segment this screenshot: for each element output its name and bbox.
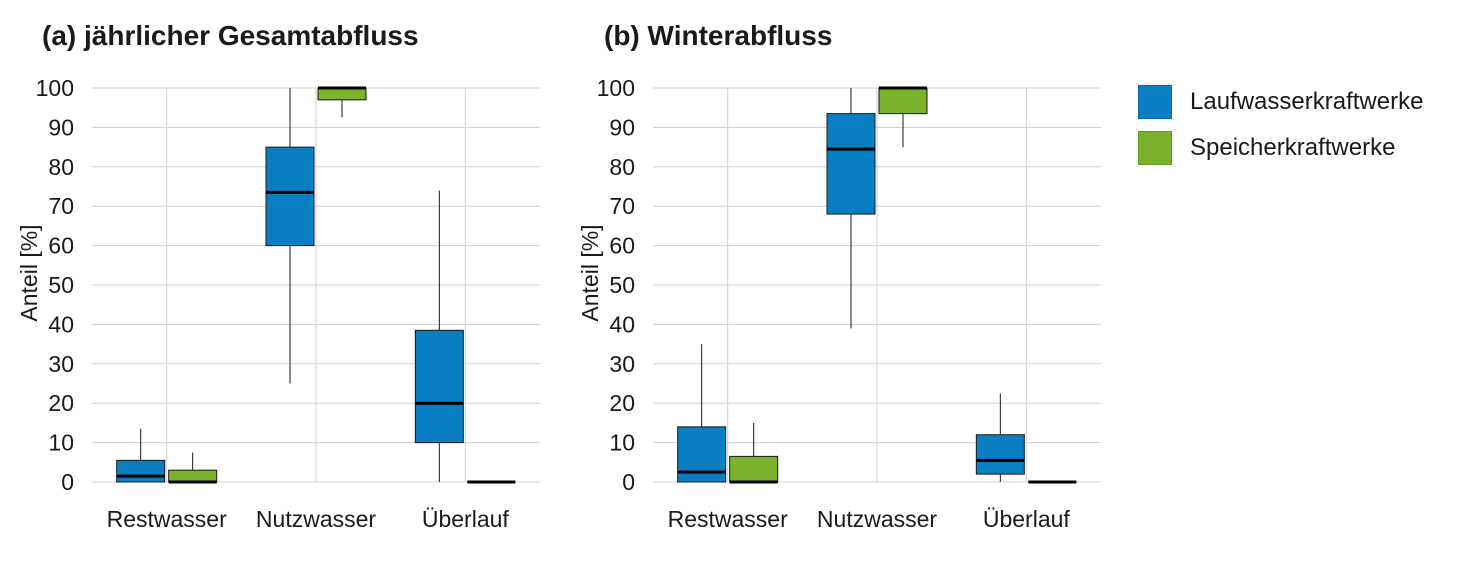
legend-label: Speicherkraftwerke xyxy=(1190,134,1396,161)
box-rect xyxy=(677,426,727,483)
x-tick-label: Überlauf xyxy=(422,506,510,532)
chart-title: (b) Winterabfluss xyxy=(604,20,833,51)
y-tick-label: 50 xyxy=(48,272,74,298)
y-tick-label: 60 xyxy=(48,233,74,259)
legend: Laufwasserkraftwerke Speicherkraftwerke xyxy=(1138,84,1423,176)
x-tick-label: Nutzwasser xyxy=(817,506,937,532)
box-rect xyxy=(975,434,1025,475)
y-tick-label: 100 xyxy=(597,75,635,101)
box-laufwasser xyxy=(826,88,876,329)
box-speicher xyxy=(168,452,218,484)
box-rect xyxy=(729,455,779,483)
box-speicher xyxy=(317,86,367,118)
y-tick-label: 0 xyxy=(622,469,635,495)
y-tick-label: 20 xyxy=(609,390,635,416)
x-tick-label: Restwasser xyxy=(107,506,227,532)
x-tick-label: Restwasser xyxy=(668,506,788,532)
chart-panel-a: (a) jährlicher Gesamtabfluss 0 10 20 30 40 50… xyxy=(0,0,560,566)
y-axis-label: Anteil [%] xyxy=(577,224,603,321)
y-tick-label: 80 xyxy=(48,154,74,180)
chart-title: (a) jährlicher Gesamtabfluss xyxy=(42,20,419,51)
box-speicher xyxy=(729,422,779,484)
legend-label: Laufwasserkraftwerke xyxy=(1190,88,1424,115)
y-axis-label: Anteil [%] xyxy=(16,224,42,321)
y-tick-label: 20 xyxy=(48,390,74,416)
y-tick-label: 80 xyxy=(609,154,635,180)
box-rect xyxy=(317,87,367,101)
box-laufwasser xyxy=(265,88,315,384)
y-tick-label: 0 xyxy=(61,469,74,495)
legend-swatch-blue xyxy=(1138,85,1172,119)
x-tick-label: Nutzwasser xyxy=(256,506,376,532)
legend-item-laufwasser: Laufwasserkraftwerke xyxy=(1138,84,1423,120)
box-rect xyxy=(168,469,218,483)
boxplot-chart-b: 0 10 20 30 40 50 60 70 80 90 100 Anteil [%] Restwass… xyxy=(577,75,1101,532)
chart-panel-b: (b) Winterabfluss 0 10 20 30 40 50 60 70 80 90 100… xyxy=(561,0,1121,566)
y-tick-label: 50 xyxy=(609,272,635,298)
box-laufwasser xyxy=(116,428,166,483)
y-tick-label: 60 xyxy=(609,233,635,259)
y-tick-label: 90 xyxy=(48,114,74,140)
box-rect xyxy=(826,113,876,215)
y-tick-label: 90 xyxy=(609,114,635,140)
y-tick-label: 40 xyxy=(48,311,74,337)
y-tick-label: 70 xyxy=(48,193,74,219)
y-tick-label: 30 xyxy=(609,351,635,377)
y-tick-label: 30 xyxy=(48,351,74,377)
box-laufwasser xyxy=(677,344,727,483)
y-tick-label: 40 xyxy=(609,311,635,337)
legend-swatch-green xyxy=(1138,131,1172,165)
box-laufwasser xyxy=(975,393,1025,482)
y-tick-label: 70 xyxy=(609,193,635,219)
box-rect xyxy=(265,146,315,247)
y-tick-label: 100 xyxy=(36,75,74,101)
legend-item-speicher: Speicherkraftwerke xyxy=(1138,130,1423,166)
box-rect xyxy=(414,329,464,444)
y-tick-label: 10 xyxy=(609,430,635,456)
x-tick-label: Überlauf xyxy=(983,506,1071,532)
y-tick-label: 10 xyxy=(48,430,74,456)
box-speicher xyxy=(878,86,928,148)
box-rect xyxy=(116,459,166,483)
box-laufwasser xyxy=(414,190,464,482)
box-rect xyxy=(878,87,928,115)
boxplot-chart-a: 0 10 20 30 40 50 60 70 80 90 100 Anteil [%] Restwass… xyxy=(16,75,540,532)
